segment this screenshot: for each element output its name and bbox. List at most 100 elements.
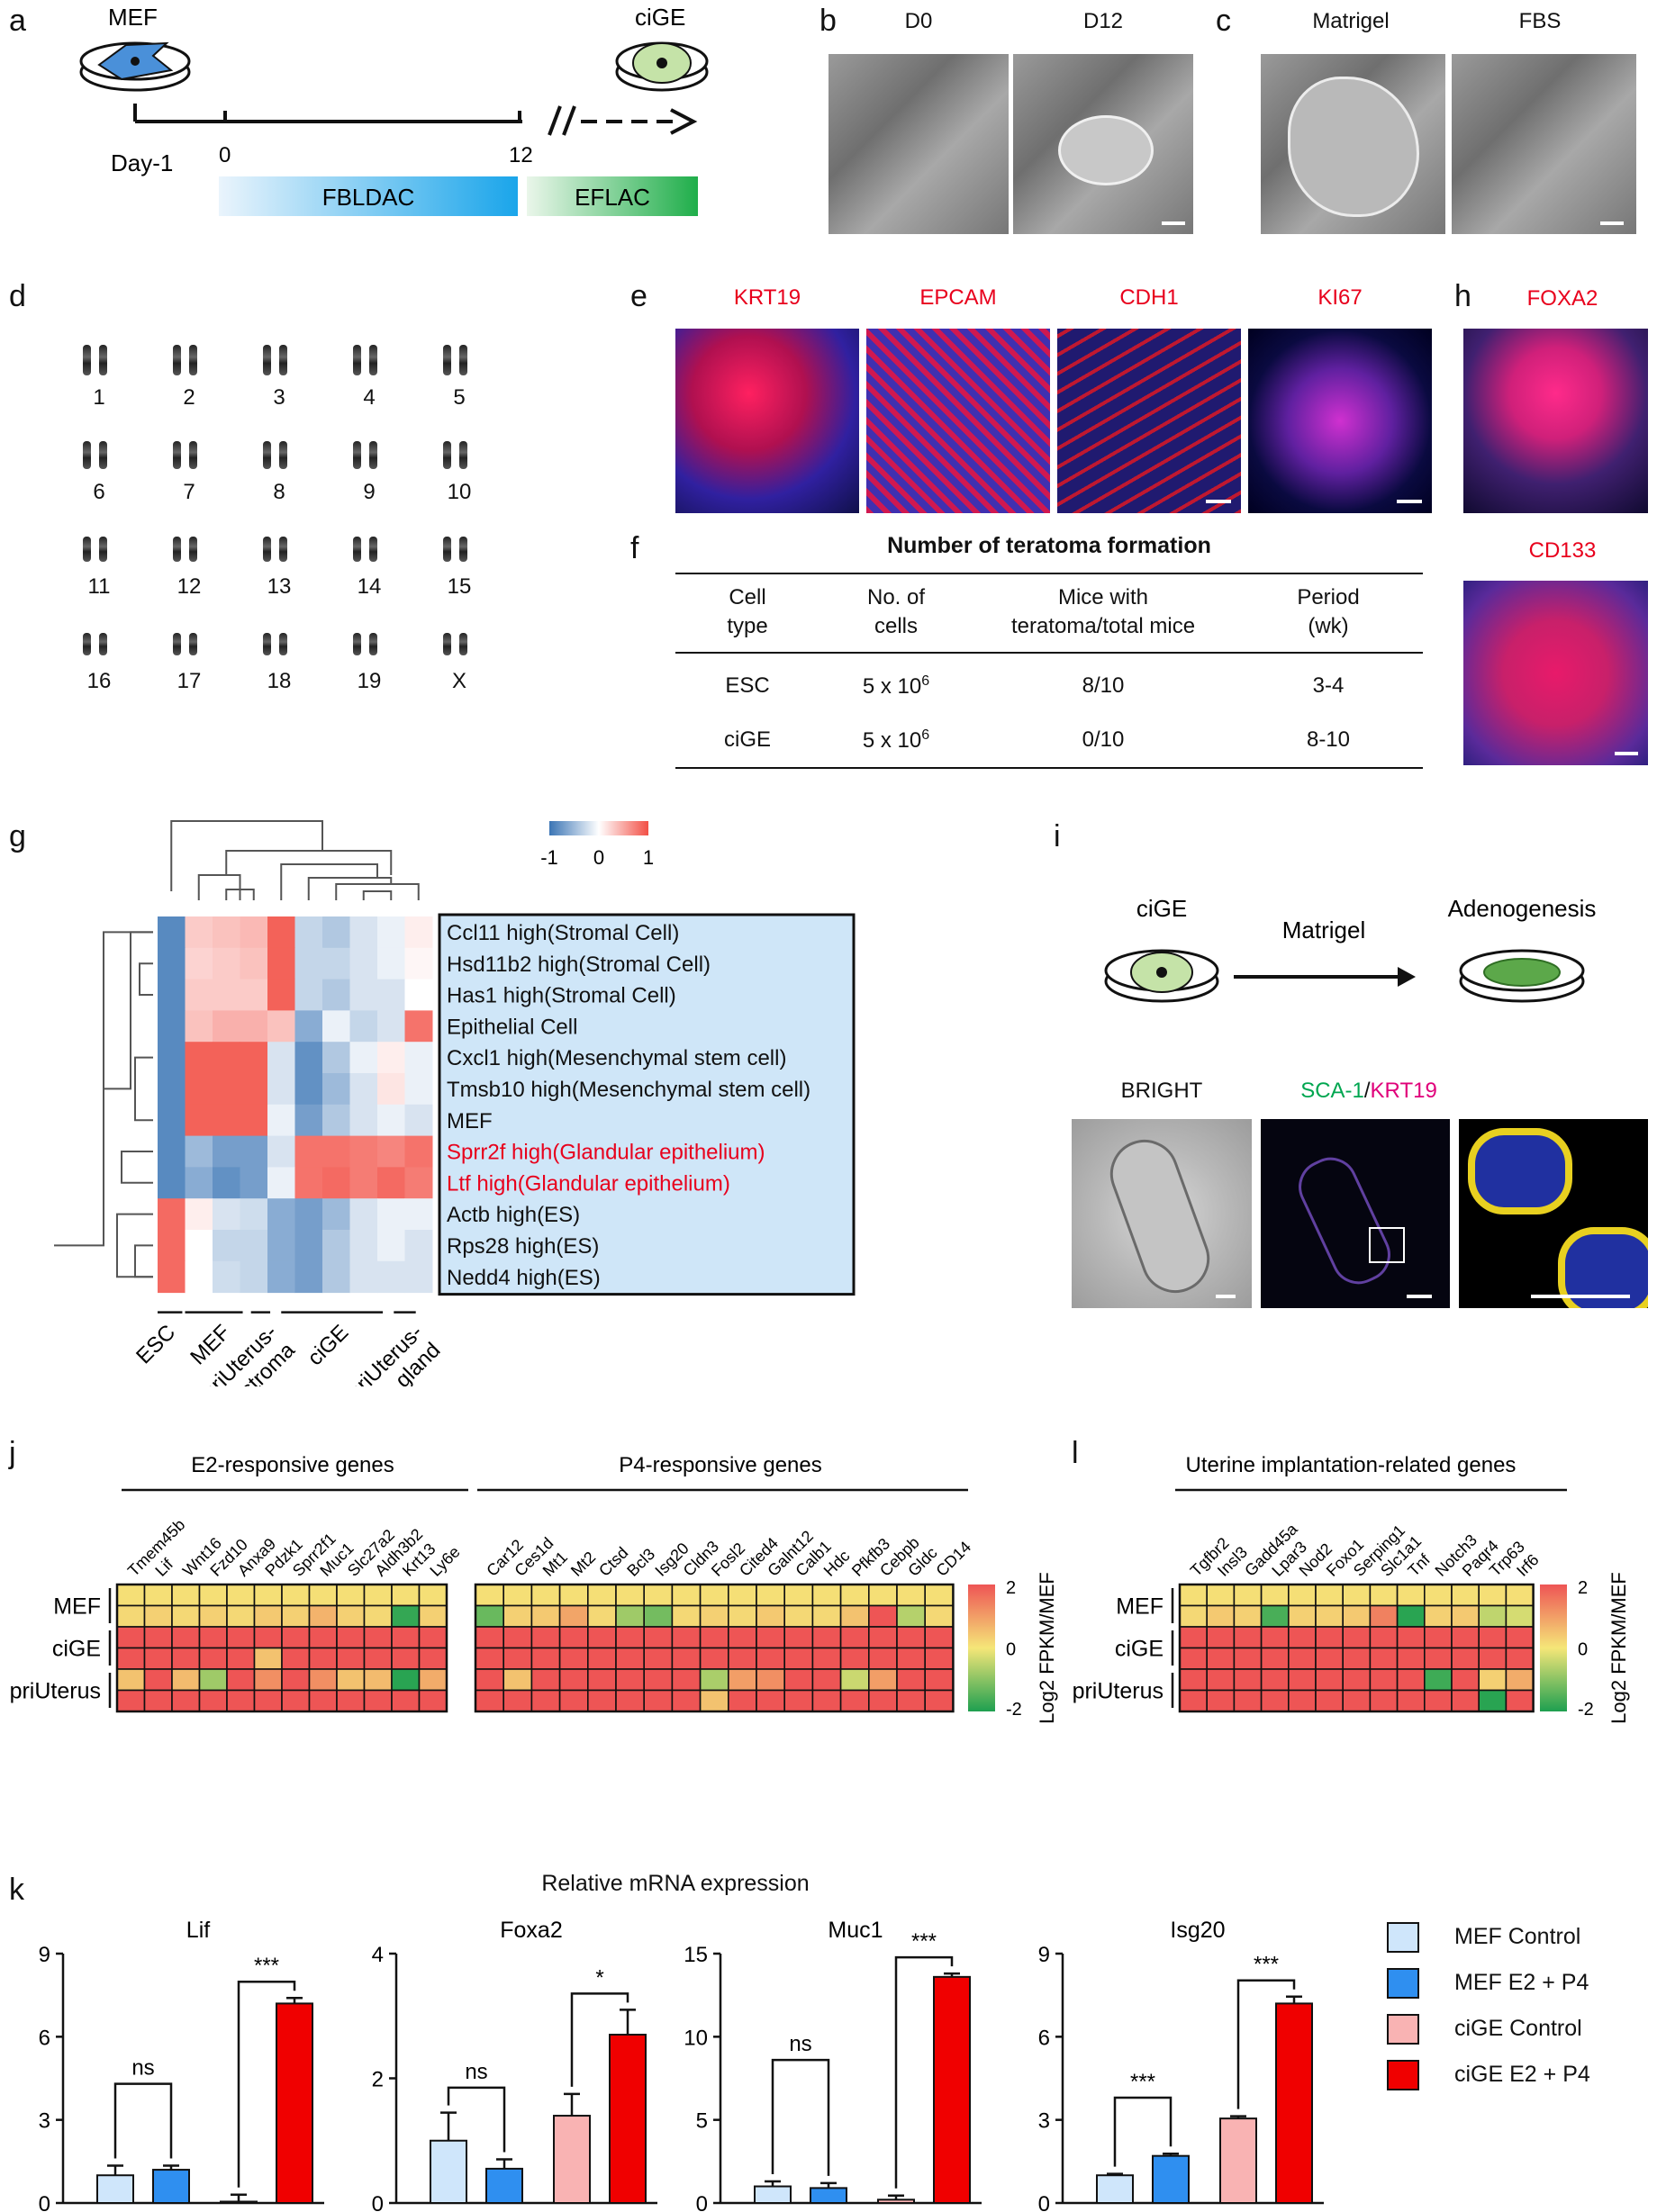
panel-label-e: e xyxy=(630,279,647,313)
mef-label: MEF xyxy=(108,4,158,31)
heatmap-cell xyxy=(404,916,433,949)
y-tick-label: 0 xyxy=(39,2192,50,2212)
scale-tick: 2 xyxy=(1006,1578,1016,1598)
heatmap-cell xyxy=(158,1073,186,1106)
heatmap-cell xyxy=(158,979,186,1011)
eflac-label: EFLAC xyxy=(575,184,650,211)
heatmap-cell xyxy=(1505,1584,1535,1607)
heatmap-cell xyxy=(671,1604,702,1628)
heatmap-cell xyxy=(783,1584,814,1607)
table-cell-mice: 8/10 xyxy=(1082,673,1125,698)
heatmap-cell xyxy=(226,1689,256,1712)
legend-label: MEF Control xyxy=(1454,1924,1581,1949)
heatmap-cell xyxy=(226,1647,256,1670)
dendrogram-branch xyxy=(307,877,393,900)
heatmap-cell xyxy=(404,1104,433,1137)
heatmap-cell xyxy=(783,1689,814,1712)
cd133-label: CD133 xyxy=(1528,538,1597,563)
heatmap-cell xyxy=(1369,1604,1399,1628)
heatmap-cell xyxy=(349,1198,378,1231)
heatmap-cell xyxy=(896,1668,927,1692)
heatmap-cell xyxy=(615,1626,646,1649)
table-cell-mice: 0/10 xyxy=(1082,727,1125,752)
heatmap-cell xyxy=(213,979,240,1011)
fbs-micrograph xyxy=(1452,54,1636,234)
heatmap-cell xyxy=(1206,1668,1236,1692)
significance-bracket xyxy=(894,1955,954,2189)
heatmap-cell xyxy=(116,1626,146,1649)
heatmap-cell xyxy=(1451,1647,1480,1670)
heatmap-cell xyxy=(158,1042,186,1074)
legend-label: MEF E2 + P4 xyxy=(1454,1970,1589,1995)
heatmap-cell xyxy=(198,1689,228,1712)
gene-label: Ctsd xyxy=(595,1544,631,1580)
heatmap-cell xyxy=(404,1260,433,1294)
heatmap-cell xyxy=(322,1167,350,1199)
heatmap-cell xyxy=(143,1584,173,1607)
color-legend-bar xyxy=(549,821,648,835)
heatmap-cell xyxy=(404,979,433,1011)
scale-title: Log2 FPKM/MEF xyxy=(1607,1572,1630,1724)
significance-bracket xyxy=(113,2082,173,2159)
column-group-label: ciGE xyxy=(303,1320,353,1370)
heatmap-cell xyxy=(294,1042,323,1074)
heatmap-cell xyxy=(1451,1604,1480,1628)
table-header-line2: (wk) xyxy=(1308,614,1349,638)
matrigel-label: Matrigel xyxy=(1312,9,1390,33)
matrigel-micrograph xyxy=(1261,54,1445,234)
heatmap-cell xyxy=(185,979,213,1011)
heatmap-cell xyxy=(377,1198,405,1231)
heatmap-cell xyxy=(363,1668,393,1692)
chromosome-pair xyxy=(423,437,495,477)
heatmap-cell xyxy=(615,1689,646,1712)
heatmap-cell xyxy=(924,1604,955,1628)
heatmap-cell xyxy=(116,1668,146,1692)
slash-text: / xyxy=(1363,1079,1371,1103)
scale-bar xyxy=(1216,1295,1236,1298)
chart-title: Muc1 xyxy=(828,1918,883,1943)
heatmap-cell xyxy=(404,1167,433,1199)
heatmap-cell xyxy=(294,1073,323,1106)
chromosome-number: 2 xyxy=(183,385,195,410)
heatmap-cell xyxy=(336,1689,366,1712)
heatmap-cell xyxy=(1179,1626,1209,1649)
heatmap-cell xyxy=(158,1260,186,1294)
heatmap-cell xyxy=(1206,1584,1236,1607)
heatmap-cell xyxy=(586,1689,617,1712)
heatmap-cell xyxy=(377,1010,405,1043)
heatmap-cell xyxy=(185,1198,213,1231)
heatmap-cell xyxy=(867,1647,898,1670)
heatmap-cell xyxy=(1288,1604,1317,1628)
heatmap-row-label: priUterus xyxy=(1073,1679,1164,1704)
heatmap-cell xyxy=(783,1668,814,1692)
heatmap-cell xyxy=(1396,1626,1426,1649)
heatmap-cell xyxy=(377,1167,405,1199)
chart-title: Isg20 xyxy=(1170,1918,1225,1943)
y-tick-label: 9 xyxy=(1038,1943,1050,1967)
adenogenesis-diagram: ciGE Matrigel Adenogenesis xyxy=(1104,895,1596,1003)
heatmap-cell xyxy=(1206,1647,1236,1670)
foxa2-micrograph xyxy=(1463,329,1648,513)
column-group-label: ESC xyxy=(131,1320,180,1368)
day0-label: 0 xyxy=(219,143,231,167)
heatmap-cell xyxy=(1369,1647,1399,1670)
bar xyxy=(1152,2154,1190,2204)
bar xyxy=(276,2002,313,2205)
significance-label: *** xyxy=(1130,2070,1155,2094)
micrograph-ki67 xyxy=(1248,329,1432,513)
heatmap-cell xyxy=(867,1626,898,1649)
scale-tick: -2 xyxy=(1578,1700,1594,1720)
heatmap-cell xyxy=(349,979,378,1011)
legend-tick: 1 xyxy=(643,846,654,869)
heatmap-cell xyxy=(267,1198,295,1231)
chromosome-number: 14 xyxy=(357,574,382,599)
heatmap-cell xyxy=(839,1668,870,1692)
chromosome-number: 17 xyxy=(177,669,202,693)
dendrogram-branch xyxy=(225,889,255,900)
heatmap-cell xyxy=(586,1647,617,1670)
heatmap-cell xyxy=(699,1647,729,1670)
heatmap-cell xyxy=(1396,1647,1426,1670)
heatmap-cell xyxy=(1315,1626,1345,1649)
heatmap-cell xyxy=(213,1230,240,1262)
heatmap-cell xyxy=(185,947,213,980)
